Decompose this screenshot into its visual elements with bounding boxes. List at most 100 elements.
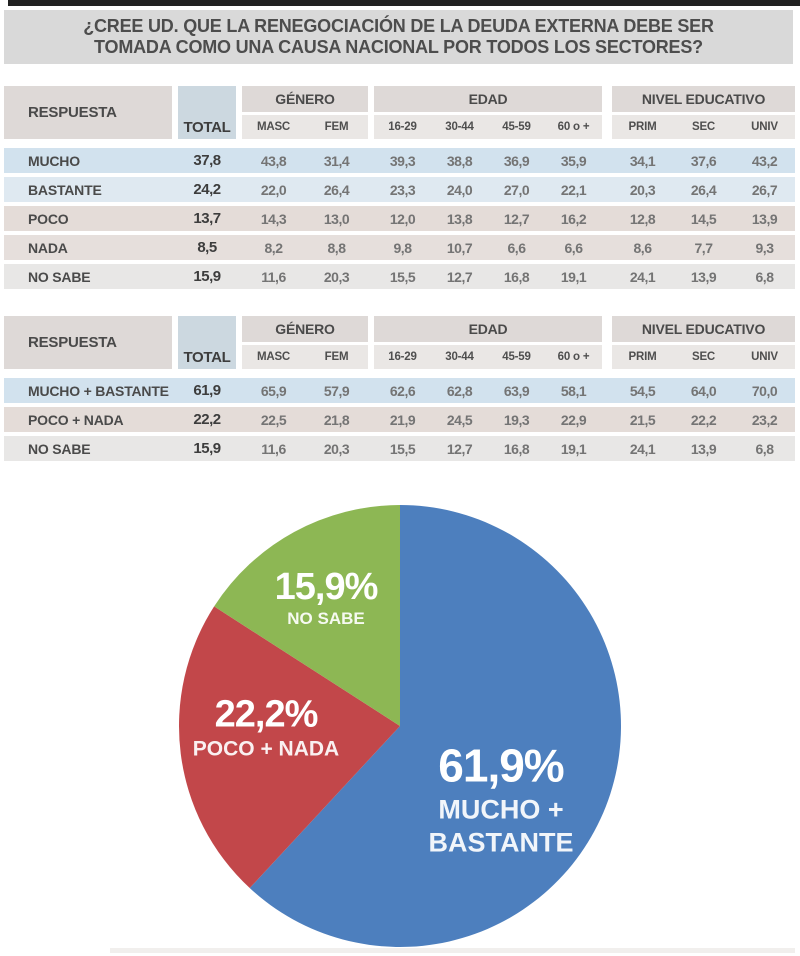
table-header: RESPUESTA TOTAL GÉNERO MASC FEM EDAD 16-29 30-4… xyxy=(4,316,795,369)
table-row: POCO + NADA 22,2 22,5 21,8 21,9 24,5 19,3 22,9 2… xyxy=(4,407,795,432)
cell-value: 26,4 xyxy=(323,181,350,198)
cell-value: 16,2 xyxy=(560,210,587,227)
cell-value: 43,8 xyxy=(260,152,287,169)
group-header-1: EDAD xyxy=(374,316,602,342)
question-title-line2: TOMADA COMO UNA CAUSA NACIONAL POR TODOS… xyxy=(94,37,703,57)
pie-pct-mucho-bastante: 61,9% xyxy=(438,739,564,792)
table-respuestas-agrupadas: RESPUESTA TOTAL GÉNERO MASC FEM EDAD 16-29 30-4… xyxy=(4,316,795,465)
cell-value: 22,0 xyxy=(260,181,287,198)
cell-value: 62,8 xyxy=(446,382,473,399)
question-title-line1: ¿CREE UD. QUE LA RENEGOCIACIÓN DE LA DEU… xyxy=(83,16,714,36)
total-value: 61,9 xyxy=(193,382,221,399)
cell-value: 24,0 xyxy=(446,181,473,198)
cell-value: 63,9 xyxy=(503,382,530,399)
cell-value: 24,1 xyxy=(629,268,656,285)
cell-value: 38,8 xyxy=(446,152,473,169)
group-header-0: GÉNERO xyxy=(242,316,368,342)
total-value: 8,5 xyxy=(197,239,217,256)
cell-value: 20,3 xyxy=(323,268,350,285)
cell-value: 13,8 xyxy=(446,210,473,227)
table-row: MUCHO + BASTANTE 61,9 65,9 57,9 62,6 62,8 63,9… xyxy=(4,378,795,403)
cell-value: 16,8 xyxy=(503,268,530,285)
cell-value: 34,1 xyxy=(629,152,656,169)
group-header-0: GÉNERO xyxy=(242,86,368,112)
cell-value: 8,8 xyxy=(327,239,346,256)
cell-value: 21,9 xyxy=(389,411,416,428)
cell-value: 6,6 xyxy=(564,239,583,256)
total-value: 37,8 xyxy=(193,152,221,169)
subcolumn-header: SEC xyxy=(673,345,734,369)
cell-value: 9,8 xyxy=(393,239,412,256)
cell-value: 13,9 xyxy=(751,210,778,227)
pie-chart: 15,9% NO SABE 22,2% POCO + NADA 61,9% MU… xyxy=(178,504,622,948)
cell-value: 19,1 xyxy=(560,440,587,457)
cell-value: 12,8 xyxy=(629,210,656,227)
cell-value: 6,8 xyxy=(755,268,774,285)
group-header-2: NIVEL EDUCATIVO xyxy=(612,316,795,342)
bottom-border xyxy=(110,948,795,953)
cell-value: 24,5 xyxy=(446,411,473,428)
pie-slice-no-sabe xyxy=(214,505,400,726)
subcolumn-header: 16-29 xyxy=(374,115,431,139)
subcolumn-header: UNIV xyxy=(734,345,795,369)
subcolumn-header: MASC xyxy=(242,115,305,139)
cell-value: 8,6 xyxy=(633,239,652,256)
cell-value: 22,5 xyxy=(260,411,287,428)
cell-value: 39,3 xyxy=(389,152,416,169)
cell-value: 20,3 xyxy=(323,440,350,457)
table-row: BASTANTE 24,2 22,0 26,4 23,3 24,0 27,0 22,1 20,3… xyxy=(4,177,795,202)
cell-value: 13,0 xyxy=(323,210,350,227)
cell-value: 19,1 xyxy=(560,268,587,285)
table-row: NADA 8,5 8,2 8,8 9,8 10,7 6,6 6,6 8,6 7,7 9,3 xyxy=(4,235,795,260)
pie-pct-poco-nada: 22,2% xyxy=(214,693,319,736)
total-header: TOTAL xyxy=(178,86,236,139)
total-value: 13,7 xyxy=(193,210,221,227)
cell-value: 11,6 xyxy=(261,440,286,457)
total-value: 15,9 xyxy=(193,268,221,285)
subcolumn-header: 60 o + xyxy=(545,345,602,369)
pie-slice-poco-nada xyxy=(178,606,400,889)
cell-value: 21,8 xyxy=(323,411,350,428)
cell-value: 36,9 xyxy=(503,152,530,169)
row-label: BASTANTE xyxy=(28,181,102,198)
cell-value: 35,9 xyxy=(560,152,587,169)
subcolumn-header: 60 o + xyxy=(545,115,602,139)
table-row: NO SABE 15,9 11,6 20,3 15,5 12,7 16,8 19,1 24,1 1… xyxy=(4,264,795,289)
cell-value: 13,9 xyxy=(690,268,717,285)
cell-value: 6,6 xyxy=(507,239,526,256)
respuesta-header: RESPUESTA xyxy=(4,316,172,369)
subcolumn-header: 16-29 xyxy=(374,345,431,369)
cell-value: 23,2 xyxy=(751,411,778,428)
subcolumn-header: 30-44 xyxy=(431,115,488,139)
cell-value: 22,1 xyxy=(560,181,587,198)
cell-value: 58,1 xyxy=(560,382,587,399)
cell-value: 12,7 xyxy=(503,210,530,227)
cell-value: 70,0 xyxy=(751,382,778,399)
subcolumn-header: PRIM xyxy=(612,115,673,139)
cell-value: 9,3 xyxy=(755,239,774,256)
cell-value: 12,0 xyxy=(389,210,416,227)
subcolumn-header: 30-44 xyxy=(431,345,488,369)
cell-value: 19,3 xyxy=(503,411,530,428)
cell-value: 27,0 xyxy=(503,181,530,198)
row-label: NO SABE xyxy=(28,268,91,285)
cell-value: 12,7 xyxy=(446,268,473,285)
cell-value: 26,4 xyxy=(690,181,717,198)
total-value: 22,2 xyxy=(193,411,221,428)
row-label: NO SABE xyxy=(28,440,91,457)
total-value: 24,2 xyxy=(193,181,221,198)
cell-value: 20,3 xyxy=(629,181,656,198)
cell-value: 21,5 xyxy=(629,411,656,428)
cell-value: 13,9 xyxy=(690,440,717,457)
table-respuestas-detalle: RESPUESTA TOTAL GÉNERO MASC FEM EDAD 16-29 30-4… xyxy=(4,86,795,293)
pie-name-no-sabe: NO SABE xyxy=(287,609,365,629)
table-row: NO SABE 15,9 11,6 20,3 15,5 12,7 16,8 19,1 24,1 1… xyxy=(4,436,795,461)
row-label: POCO + NADA xyxy=(28,411,124,428)
cell-value: 26,7 xyxy=(751,181,778,198)
top-border xyxy=(8,0,800,6)
cell-value: 15,5 xyxy=(389,268,416,285)
row-label: POCO xyxy=(28,210,69,227)
respuesta-header: RESPUESTA xyxy=(4,86,172,139)
cell-value: 24,1 xyxy=(629,440,656,457)
pie-slice-mucho-bastante xyxy=(249,505,621,947)
